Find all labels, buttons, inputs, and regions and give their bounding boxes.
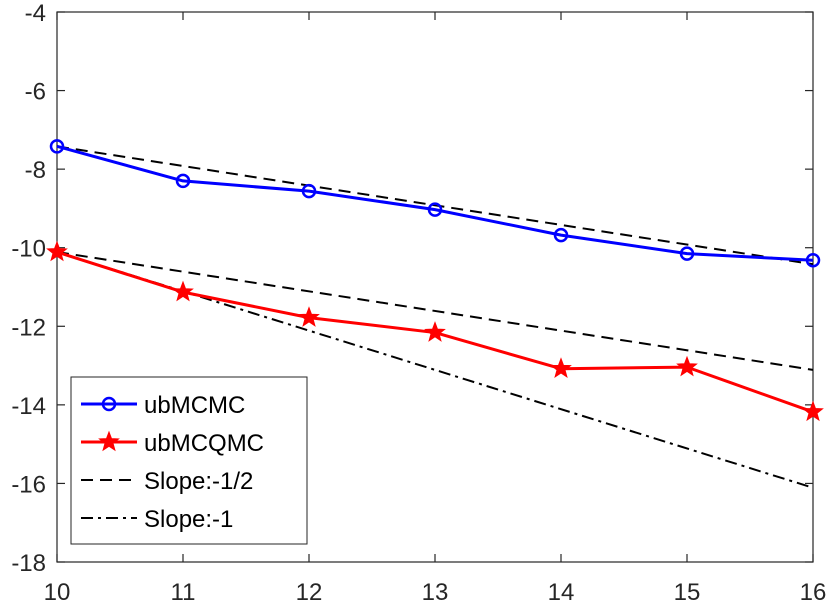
y-tick-label: -12	[11, 314, 46, 341]
y-tick-label: -18	[11, 550, 46, 577]
x-axis: 10 11 12 13 14 15 16	[44, 12, 827, 606]
data-point	[298, 306, 320, 327]
series-ubmcmc	[49, 139, 821, 268]
x-tick-label: 14	[548, 579, 575, 606]
data-point	[424, 321, 446, 342]
legend-label: ubMCQMC	[144, 430, 264, 457]
y-axis: -18 -16 -14 -12 -10 -8 -6 -4	[11, 0, 813, 577]
legend-entry: Slope:-1	[81, 506, 233, 533]
data-point	[172, 280, 194, 302]
legend-entry: ubMCQMC	[81, 430, 264, 457]
data-point	[46, 240, 68, 262]
series-slope-1-2	[56, 145, 814, 266]
legend-marker	[101, 396, 117, 412]
data-point	[676, 355, 698, 377]
y-tick-label: -16	[11, 471, 46, 498]
data-point	[175, 173, 191, 189]
series-line	[56, 145, 814, 266]
data-point	[679, 246, 695, 261]
series-line	[56, 144, 814, 262]
y-tick-label: -4	[25, 0, 46, 27]
data-point	[49, 139, 65, 154]
data-point	[805, 253, 821, 268]
data-point	[301, 183, 317, 199]
data-point	[550, 357, 572, 378]
series-layer	[46, 139, 824, 489]
data-point	[427, 202, 443, 217]
legend-marker	[98, 430, 120, 452]
y-tick-label: -10	[11, 236, 46, 263]
legend-label: Slope:-1	[144, 506, 233, 533]
x-tick-label: 16	[800, 579, 827, 606]
x-tick-label: 13	[422, 579, 449, 606]
data-point	[553, 227, 569, 243]
legend-label: Slope:-1/2	[144, 468, 253, 495]
series-ubmcqmc	[46, 240, 824, 422]
legend: ubMCMC ubMCQMC Slope:-1/2 Slope:-1	[70, 376, 308, 545]
legend-entry: ubMCMC	[81, 392, 245, 419]
y-tick-label: -8	[25, 157, 46, 184]
y-tick-label: -6	[25, 79, 46, 106]
legend-entry: Slope:-1/2	[81, 468, 253, 495]
x-tick-label: 15	[674, 579, 701, 606]
x-tick-label: 12	[296, 579, 323, 606]
data-point	[802, 400, 824, 422]
y-tick-label: -14	[11, 393, 46, 420]
series-line	[56, 251, 814, 371]
legend-label: ubMCMC	[144, 392, 245, 419]
series-slope-1-2	[56, 251, 814, 371]
x-tick-label: 10	[44, 579, 71, 606]
x-tick-label: 11	[171, 579, 196, 606]
